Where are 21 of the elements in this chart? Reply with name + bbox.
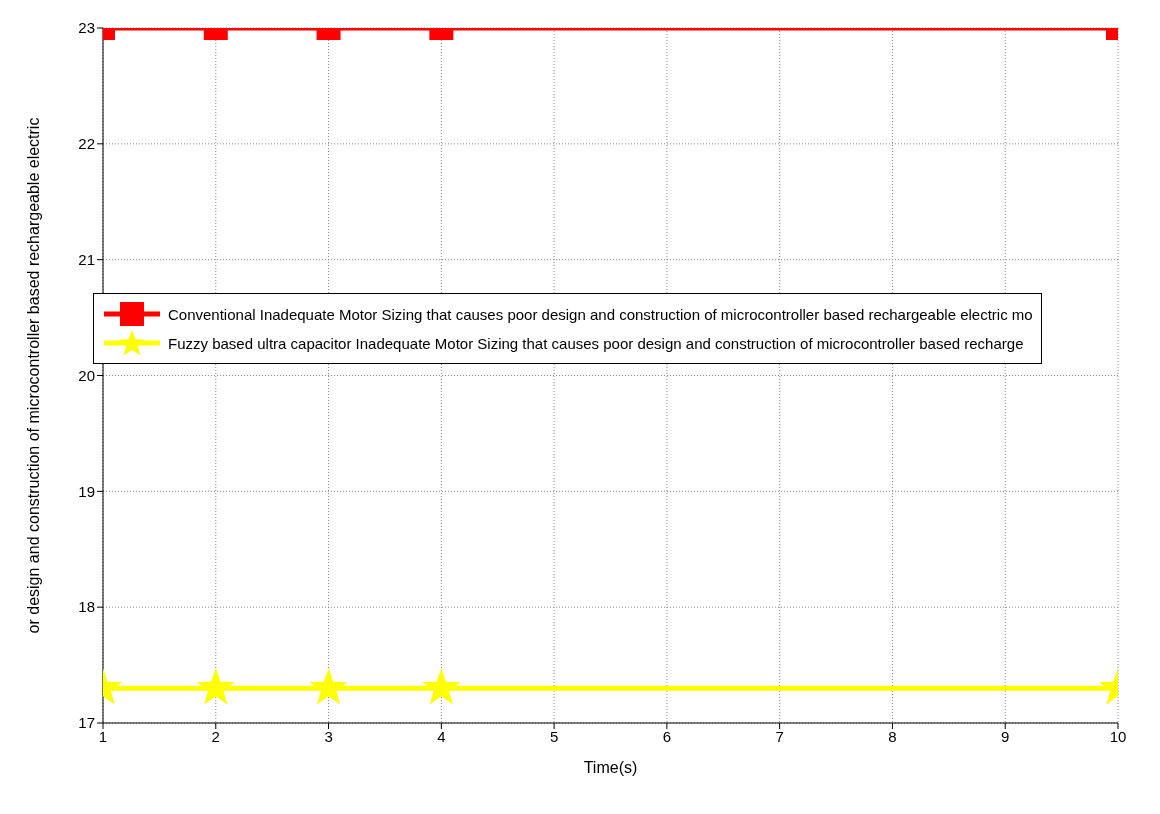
- y-tick-label: 20: [78, 366, 95, 384]
- x-tick-label: 10: [1109, 727, 1127, 745]
- legend-label: Conventional Inadequate Motor Sizing that causes poor design and construction of microcontroller based rechargeable electric mo: [168, 305, 1033, 323]
- y-tick-label: 18: [78, 598, 95, 616]
- x-tick-label: 5: [549, 727, 559, 745]
- y-tick-label: 17: [78, 714, 95, 732]
- x-tick-label: 7: [775, 727, 784, 745]
- x-axis-title: Time(s): [583, 759, 638, 776]
- y-tick-label: 21: [78, 250, 95, 268]
- y-tick-label: 22: [78, 135, 95, 153]
- x-tick-label: 8: [888, 727, 897, 745]
- x-tick-label: 9: [1001, 727, 1010, 745]
- x-tick-label: 2: [211, 727, 220, 745]
- x-tick-label: 3: [324, 727, 333, 745]
- x-tick-label: 6: [662, 727, 672, 745]
- y-tick-label: 19: [78, 482, 95, 500]
- legend-label: Fuzzy based ultra capacitor Inadequate Motor Sizing that causes poor design and construction of microcontroller based recharge: [168, 334, 1024, 352]
- x-tick-label: 4: [437, 727, 446, 745]
- x-tick-label: 1: [98, 727, 108, 745]
- y-tick-label: 23: [78, 19, 95, 37]
- y-axis-title: or design and construction of microcontroller based rechargeable electric: [24, 117, 42, 634]
